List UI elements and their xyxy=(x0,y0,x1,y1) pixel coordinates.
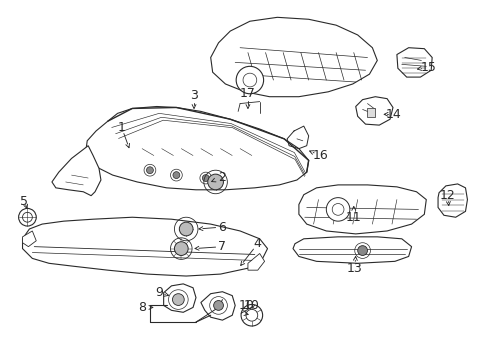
Text: 13: 13 xyxy=(346,262,362,275)
Circle shape xyxy=(172,294,184,305)
Polygon shape xyxy=(52,146,101,196)
Text: 7: 7 xyxy=(218,240,226,253)
Text: 6: 6 xyxy=(218,221,226,234)
Text: 15: 15 xyxy=(420,61,435,74)
Circle shape xyxy=(325,198,349,221)
Polygon shape xyxy=(396,48,431,77)
Text: 14: 14 xyxy=(386,108,401,121)
Text: 10: 10 xyxy=(239,299,254,312)
Circle shape xyxy=(202,175,209,181)
Text: 1: 1 xyxy=(117,121,125,134)
Text: 4: 4 xyxy=(253,237,261,250)
Text: 17: 17 xyxy=(240,87,255,100)
Text: 2: 2 xyxy=(218,171,226,184)
Circle shape xyxy=(331,203,343,215)
Circle shape xyxy=(174,242,188,256)
Circle shape xyxy=(179,222,193,236)
Circle shape xyxy=(243,73,256,87)
Polygon shape xyxy=(298,185,426,234)
Circle shape xyxy=(357,246,367,256)
Polygon shape xyxy=(163,284,196,312)
Polygon shape xyxy=(22,217,267,276)
Polygon shape xyxy=(247,253,264,270)
Circle shape xyxy=(207,174,223,190)
Text: 10: 10 xyxy=(244,299,259,312)
Circle shape xyxy=(173,172,180,179)
Circle shape xyxy=(146,167,153,174)
Circle shape xyxy=(236,66,263,94)
Polygon shape xyxy=(22,231,36,247)
Polygon shape xyxy=(437,184,467,217)
Text: 12: 12 xyxy=(439,189,455,202)
Polygon shape xyxy=(85,107,308,190)
Text: 16: 16 xyxy=(312,149,327,162)
Polygon shape xyxy=(201,292,235,320)
Text: 9: 9 xyxy=(155,286,163,299)
Polygon shape xyxy=(210,17,377,97)
Text: 3: 3 xyxy=(190,89,198,102)
Polygon shape xyxy=(355,97,392,125)
Text: 8: 8 xyxy=(138,301,146,314)
Circle shape xyxy=(213,301,223,310)
Polygon shape xyxy=(367,108,375,117)
Polygon shape xyxy=(292,237,411,263)
Text: 5: 5 xyxy=(20,195,28,208)
Text: 11: 11 xyxy=(345,211,361,224)
